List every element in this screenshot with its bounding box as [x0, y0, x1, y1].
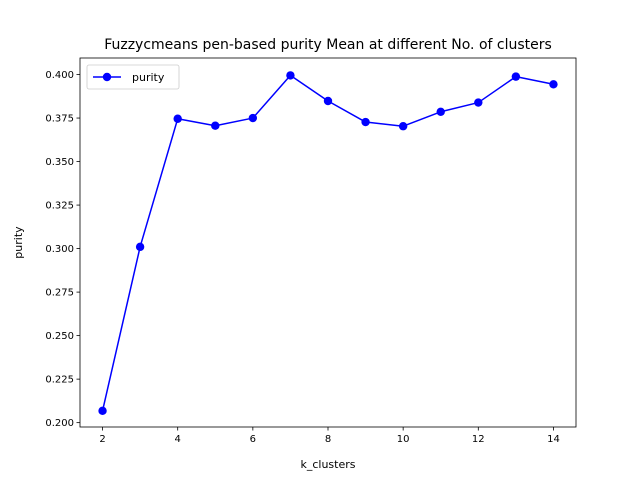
chart-title: Fuzzycmeans pen-based purity Mean at dif… [104, 37, 552, 53]
x-axis-label: k_clusters [300, 458, 355, 471]
data-point [173, 114, 182, 123]
y-axis: 0.200 0.225 0.250 0.275 0.300 0.325 0.350 0.375… [45, 70, 80, 429]
x-axis: 2 4 6 8 10 12 14 [99, 427, 560, 445]
plot-background [80, 58, 576, 427]
y-tick-label: 0.325 [45, 201, 74, 212]
y-tick-label: 0.350 [45, 157, 74, 168]
data-point [361, 117, 370, 127]
x-tick-label: 2 [99, 434, 105, 445]
y-tick-label: 0.275 [45, 288, 74, 299]
data-point [474, 98, 483, 107]
plot-area [80, 58, 576, 427]
data-point [549, 80, 558, 89]
y-tick-label: 0.200 [45, 418, 74, 429]
x-tick-label: 12 [472, 434, 485, 445]
y-tick-label: 0.225 [45, 375, 74, 386]
data-point [323, 96, 333, 106]
data-point [286, 71, 295, 80]
y-axis-label: purity [12, 226, 25, 259]
plot-frame [79, 57, 577, 428]
data-point [248, 113, 258, 123]
x-tick-label: 14 [547, 434, 560, 445]
y-tick-label: 0.375 [45, 114, 74, 125]
data-point [98, 406, 107, 416]
data-point [511, 72, 521, 81]
x-tick-label: 8 [325, 434, 331, 445]
legend-box [86, 64, 180, 90]
series-layer [98, 71, 558, 416]
y-tick-label: 0.250 [45, 331, 74, 342]
y-tick-label: 0.400 [45, 70, 74, 81]
x-tick-label: 6 [250, 434, 256, 445]
legend: purity [86, 64, 180, 90]
data-point [398, 122, 408, 131]
data-point [135, 242, 145, 252]
x-tick-label: 10 [397, 434, 410, 445]
data-point [211, 121, 220, 130]
legend-label: purity [132, 71, 165, 84]
x-tick-label: 4 [175, 434, 181, 445]
legend-marker [102, 72, 112, 82]
y-tick-label: 0.300 [45, 244, 74, 255]
data-point [436, 107, 445, 116]
